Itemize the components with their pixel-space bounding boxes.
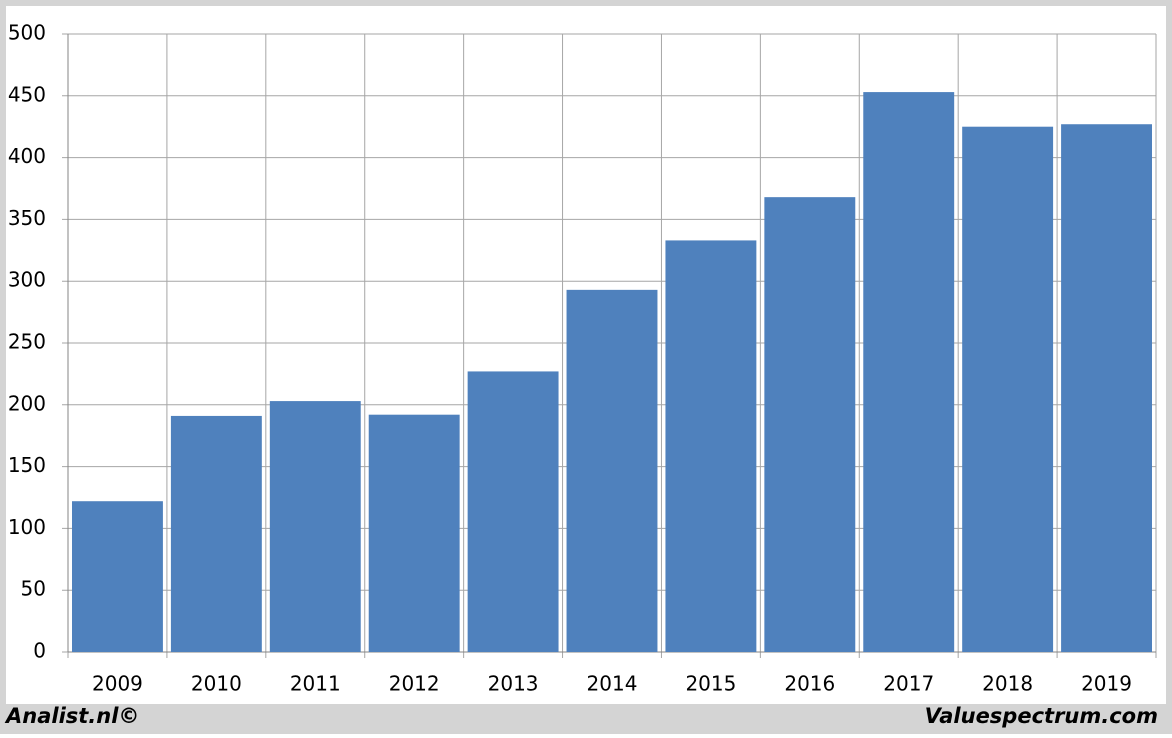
y-tick-label: 500 xyxy=(8,21,46,45)
x-tick-label: 2014 xyxy=(587,672,638,696)
y-tick-label: 50 xyxy=(21,577,46,601)
y-tick-label: 0 xyxy=(33,639,46,663)
y-tick-label: 400 xyxy=(8,144,46,168)
bar xyxy=(1061,124,1152,652)
y-tick-label: 350 xyxy=(8,206,46,230)
x-tick-label: 2011 xyxy=(290,672,341,696)
x-tick-label: 2015 xyxy=(685,672,736,696)
x-tick-label: 2009 xyxy=(92,672,143,696)
x-tick-label: 2012 xyxy=(389,672,440,696)
bar xyxy=(269,401,361,652)
bar xyxy=(72,501,163,652)
bar xyxy=(368,414,460,652)
y-tick-label: 200 xyxy=(8,391,46,415)
y-tick-label: 300 xyxy=(8,268,46,292)
x-tick-label: 2016 xyxy=(784,672,835,696)
x-tick-label: 2019 xyxy=(1081,672,1132,696)
bar xyxy=(665,240,757,653)
x-tick-label: 2010 xyxy=(191,672,242,696)
x-tick-label: 2013 xyxy=(488,672,539,696)
bar xyxy=(962,126,1054,652)
x-tick-label: 2018 xyxy=(982,672,1033,696)
y-tick-label: 100 xyxy=(8,515,46,539)
bar xyxy=(863,92,955,653)
bar xyxy=(170,415,262,652)
x-tick-label: 2017 xyxy=(883,672,934,696)
y-tick-label: 450 xyxy=(8,82,46,106)
bar xyxy=(764,197,856,653)
footer-right: Valuespectrum.com xyxy=(925,704,1158,728)
bar xyxy=(467,371,559,652)
bar xyxy=(566,289,658,652)
y-tick-label: 250 xyxy=(8,330,46,354)
y-tick-label: 150 xyxy=(8,453,46,477)
footer-left: Analist.nl© xyxy=(4,704,139,728)
